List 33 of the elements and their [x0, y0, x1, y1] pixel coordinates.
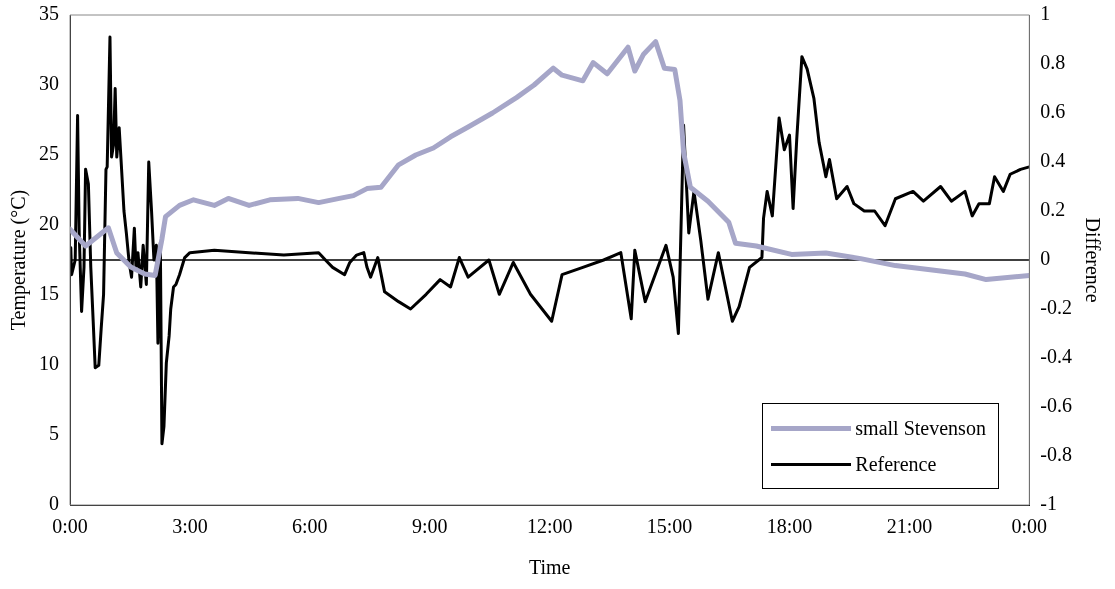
- y-tick-label: 35: [39, 2, 59, 25]
- y2-tick-label: -1: [1040, 492, 1058, 515]
- y2-axis-title: Difference: [1081, 217, 1104, 303]
- x-tick-label: 9:00: [411, 515, 448, 538]
- x-tick-label: 3:00: [172, 515, 208, 538]
- x-tick-label: 21:00: [886, 515, 933, 538]
- y-tick-label: 10: [39, 352, 59, 375]
- x-tick-label: 18:00: [766, 515, 813, 538]
- x-axis-title: Time: [528, 556, 571, 579]
- y2-tick-label: 0.6: [1040, 100, 1066, 123]
- y2-tick-label: 0.2: [1040, 198, 1066, 221]
- y-tick-label: 0: [49, 492, 59, 515]
- y2-tick-label: 1: [1040, 2, 1051, 25]
- legend-label: Reference: [855, 452, 937, 476]
- y-tick-label: 5: [49, 422, 59, 445]
- y-tick-label: 20: [39, 212, 59, 235]
- y-axis-title: Temperature (°C): [7, 189, 31, 331]
- x-tick-label: 12:00: [526, 515, 573, 538]
- y-tick-label: 30: [39, 72, 59, 95]
- x-tick-label: 0:00: [52, 515, 88, 538]
- y-tick-label: 15: [39, 282, 59, 305]
- y2-tick-label: 0.8: [1040, 51, 1066, 74]
- y2-tick-label: 0.4: [1040, 149, 1066, 172]
- y2-tick-label: -0.6: [1040, 394, 1073, 417]
- x-tick-label: 0:00: [1011, 515, 1048, 538]
- y2-tick-label: -0.4: [1040, 345, 1073, 368]
- y2-tick-label: -0.8: [1040, 443, 1073, 466]
- x-tick-label: 15:00: [646, 515, 693, 538]
- y-tick-label: 25: [39, 142, 59, 165]
- y2-tick-label: 0: [1040, 247, 1051, 270]
- legend-label: small Stevenson: [855, 416, 986, 440]
- x-tick-label: 6:00: [292, 515, 328, 538]
- y2-tick-label: -0.2: [1040, 296, 1073, 319]
